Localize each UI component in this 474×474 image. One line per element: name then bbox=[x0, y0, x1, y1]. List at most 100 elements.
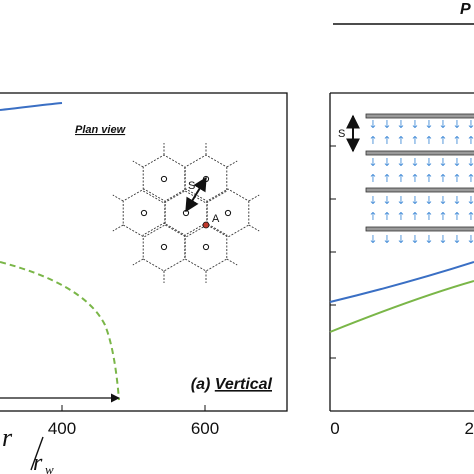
left-xlabel-denominator: r bbox=[33, 450, 43, 474]
flow-arrow-icon: ↓ bbox=[438, 194, 447, 207]
flow-arrow-icon: ↑ bbox=[452, 172, 461, 185]
flow-arrow-icon: ↑ bbox=[396, 210, 405, 223]
flow-arrow-icon: ↓ bbox=[382, 233, 391, 246]
flow-arrow-icon: ↓ bbox=[410, 118, 419, 131]
left-caption-word: Vertical bbox=[215, 376, 273, 393]
left-xtick-label-400: 400 bbox=[48, 419, 76, 438]
well-plate bbox=[365, 113, 474, 119]
flow-arrow-icon: ↓ bbox=[396, 194, 405, 207]
right-blue-curve bbox=[329, 261, 474, 303]
flow-arrow-icon: ↑ bbox=[396, 134, 405, 147]
flow-arrow-icon: ↓ bbox=[452, 194, 461, 207]
flow-arrow-icon: ↑ bbox=[466, 210, 474, 223]
well-point bbox=[182, 209, 190, 217]
flow-arrow-icon: ↓ bbox=[368, 233, 377, 246]
hexagon-spoke bbox=[132, 258, 144, 266]
flow-arrow-icon: ↓ bbox=[438, 156, 447, 169]
flow-arrow-icon: ↑ bbox=[438, 210, 447, 223]
flow-arrow-icon: ↓ bbox=[424, 194, 433, 207]
flow-arrow-icon: ↓ bbox=[410, 233, 419, 246]
flow-arrow-icon: ↑ bbox=[410, 210, 419, 223]
point-a-marker bbox=[202, 221, 210, 229]
flow-arrow-icon: ↓ bbox=[424, 233, 433, 246]
left-xlabel-subscript: w bbox=[45, 462, 54, 474]
flow-arrow-icon: ↓ bbox=[396, 233, 405, 246]
flow-arrow-icon: ↓ bbox=[452, 233, 461, 246]
right-green-curve bbox=[329, 280, 474, 333]
hexagon-spoke bbox=[226, 258, 238, 266]
flow-arrow-icon: ↑ bbox=[466, 134, 474, 147]
left-caption: (a) Vertical bbox=[191, 376, 273, 393]
well-point bbox=[160, 175, 168, 183]
flow-arrow-icon: ↓ bbox=[410, 194, 419, 207]
hexagon-cell bbox=[142, 222, 186, 272]
flow-arrow-icon: ↑ bbox=[382, 210, 391, 223]
left-plot-frame bbox=[0, 92, 288, 412]
left-blue-curve bbox=[0, 102, 63, 111]
flow-arrow-icon: ↓ bbox=[368, 194, 377, 207]
flow-arrow-icon: ↑ bbox=[452, 210, 461, 223]
flow-arrow-icon: ↓ bbox=[466, 118, 474, 131]
right-title-fragment: P bbox=[460, 1, 471, 18]
left-panel: 400 600 r r w (a) Vertical Plan view S A bbox=[0, 92, 288, 474]
flow-arrow-icon: ↓ bbox=[410, 156, 419, 169]
left-green-dashed-curve bbox=[0, 261, 120, 401]
flow-arrow-icon: ↑ bbox=[466, 172, 474, 185]
flow-arrow-icon: ↑ bbox=[410, 134, 419, 147]
flow-arrow-icon: ↑ bbox=[368, 210, 377, 223]
flow-arrow-icon: ↓ bbox=[466, 156, 474, 169]
flow-arrow-icon: ↑ bbox=[382, 134, 391, 147]
flow-arrow-icon: ↑ bbox=[452, 134, 461, 147]
hexagon-spoke bbox=[132, 160, 144, 168]
inset-spacing-label: S bbox=[188, 180, 195, 192]
hexagon-spoke bbox=[248, 224, 260, 232]
flow-arrow-icon: ↑ bbox=[424, 210, 433, 223]
right-spacing-label: S bbox=[338, 128, 345, 140]
flow-arrow-icon: ↓ bbox=[438, 233, 447, 246]
hexagon-cell bbox=[122, 188, 166, 238]
flow-arrow-icon: ↓ bbox=[452, 118, 461, 131]
flow-arrow-icon: ↓ bbox=[424, 156, 433, 169]
right-xtick-label-20: 20 bbox=[465, 419, 474, 438]
left-xtick-label-600: 600 bbox=[191, 419, 219, 438]
well-point bbox=[224, 209, 232, 217]
flow-arrow-icon: ↑ bbox=[438, 172, 447, 185]
left-xlabel-slash bbox=[30, 436, 44, 471]
well-plate bbox=[365, 187, 474, 193]
horizontal-well-plates bbox=[365, 113, 474, 232]
well-plate bbox=[365, 150, 474, 156]
flow-arrow-icon: ↑ bbox=[424, 134, 433, 147]
plan-view-title: Plan view bbox=[75, 124, 127, 136]
hexagon-spoke bbox=[226, 160, 238, 168]
hexagon-spoke bbox=[112, 224, 124, 232]
well-point bbox=[202, 243, 210, 251]
flow-arrow-icon: ↓ bbox=[438, 118, 447, 131]
flow-arrow-icon: ↑ bbox=[410, 172, 419, 185]
hexagon-cell bbox=[206, 188, 250, 238]
flow-arrow-icon: ↓ bbox=[466, 233, 474, 246]
well-point bbox=[160, 243, 168, 251]
flow-arrow-icon: ↓ bbox=[382, 156, 391, 169]
flow-arrow-icon: ↑ bbox=[368, 172, 377, 185]
plan-view-inset: Plan view S A bbox=[75, 124, 260, 283]
flow-arrow-icon: ↓ bbox=[424, 118, 433, 131]
right-panel: P 0 20 ↓↓↓↓↓↓↓↓↑↑↑↑↑↑↑↑↓↓↓↓↓↓↓↓↑↑↑↑↑↑↑↑↓… bbox=[329, 1, 474, 438]
hexagon-spoke bbox=[112, 194, 124, 202]
flow-arrow-icon: ↑ bbox=[396, 172, 405, 185]
inset-spacing-arrow bbox=[185, 176, 207, 213]
flow-arrow-icon: ↓ bbox=[396, 156, 405, 169]
flow-arrow-icon: ↑ bbox=[424, 172, 433, 185]
point-a-label: A bbox=[212, 213, 220, 225]
flow-arrow-icon: ↑ bbox=[368, 134, 377, 147]
flow-arrow-icon: ↓ bbox=[452, 156, 461, 169]
flow-arrow-icon: ↓ bbox=[368, 118, 377, 131]
flow-arrow-icon: ↑ bbox=[382, 172, 391, 185]
flow-arrow-field: ↓ ↓ ↓ ↓ ↓ ↓ ↓ ↓ ↑ ↑ ↑ ↑ ↑ ↑ ↑ ↑ ↓ ↓ ↓ ↓ ↓ ↓ ↓ ↓ ↑ ↑ ↑ ↑ ↑ ↑ ↑ ↑ ↓ ↓ ↓ ↓ ↓ ↓ ↓ ↓… bbox=[368, 118, 474, 246]
right-y-ticks bbox=[330, 145, 336, 359]
flow-arrow-icon: ↓ bbox=[396, 118, 405, 131]
flow-arrow-icon: ↓ bbox=[466, 194, 474, 207]
left-xlabel-numerator: r bbox=[2, 423, 13, 452]
well-plate bbox=[365, 226, 474, 232]
well-point bbox=[140, 209, 148, 217]
